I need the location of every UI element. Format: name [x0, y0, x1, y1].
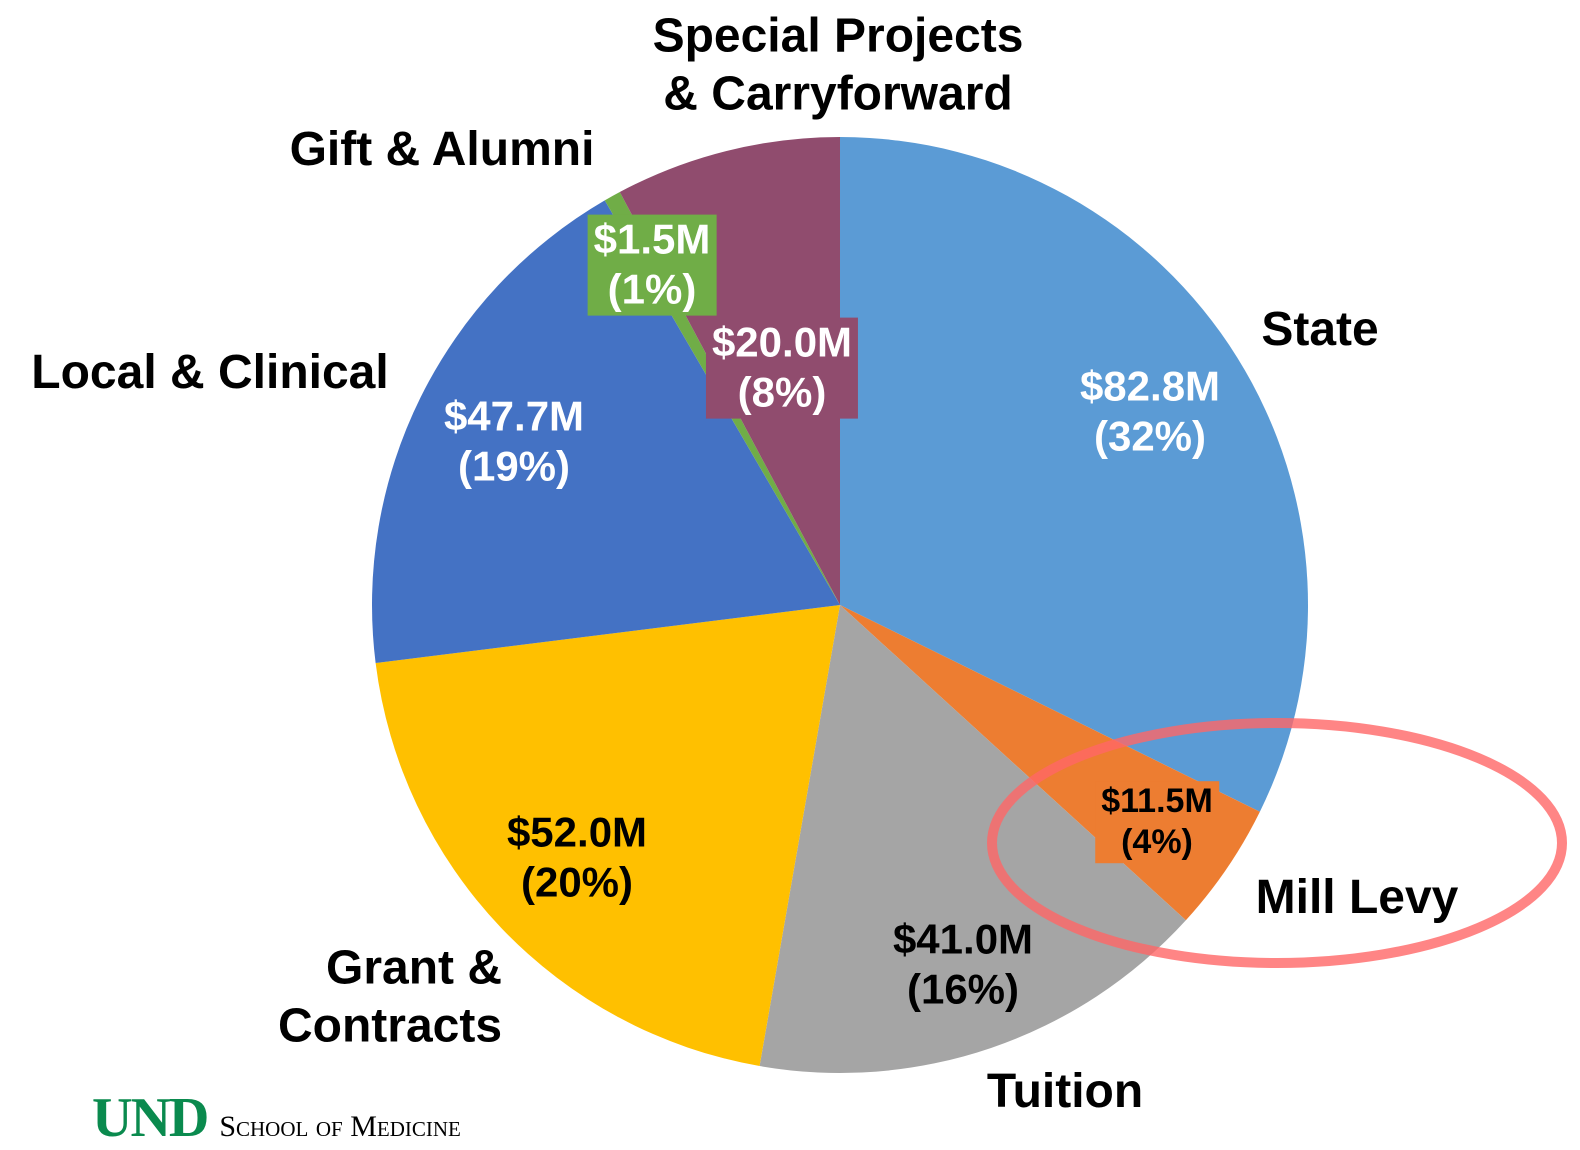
category-label: Local & Clinical	[31, 346, 389, 400]
pie-slice	[372, 200, 840, 664]
pie-slice	[840, 137, 1308, 812]
category-label: State	[1261, 303, 1379, 357]
value-label: $41.0M (16%)	[892, 915, 1034, 1013]
logo-mark: UND	[92, 1087, 209, 1149]
value-label: $20.0M (8%)	[705, 317, 859, 419]
value-label: $82.8M (32%)	[1079, 362, 1221, 460]
value-label: $1.5M (1%)	[587, 214, 717, 316]
category-label: Mill Levy	[1255, 871, 1459, 925]
highlight-ring	[987, 718, 1567, 968]
pie-slice	[375, 605, 840, 1067]
value-label: $52.0M (20%)	[506, 808, 648, 906]
category-label: Grant & Contracts	[277, 941, 503, 1052]
pie-slice	[759, 605, 1186, 1073]
value-label: $47.7M (19%)	[443, 392, 585, 490]
logo-text: School of Medicine	[219, 1110, 461, 1143]
category-label: Gift & Alumni	[289, 123, 595, 177]
category-label: Tuition	[986, 1065, 1144, 1119]
category-label: Special Projects & Carryforward	[652, 9, 1024, 120]
logo: UND School of Medicine	[92, 1086, 461, 1150]
value-label: $11.5M (4%)	[1095, 781, 1219, 863]
